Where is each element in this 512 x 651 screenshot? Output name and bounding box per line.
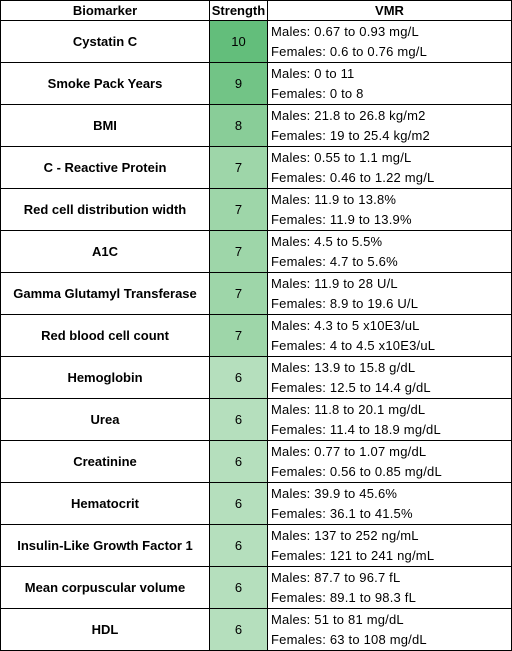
- strength-cell[interactable]: 6: [209, 566, 268, 609]
- vmr-females: Females: 0 to 8: [271, 85, 364, 101]
- strength-cell[interactable]: 7: [209, 314, 268, 357]
- vmr-males: Males: 4.5 to 5.5%: [271, 233, 383, 249]
- vmr-females: Females: 36.1 to 41.5%: [271, 505, 413, 521]
- biomarker-cell[interactable]: Urea: [0, 398, 210, 441]
- vmr-cell[interactable]: Males: 21.8 to 26.8 kg/m2 Females: 19 to …: [267, 104, 512, 147]
- biomarker-cell[interactable]: BMI: [0, 104, 210, 147]
- vmr-females: Females: 0.56 to 0.85 mg/dL: [271, 463, 442, 479]
- vmr-cell[interactable]: Males: 0.55 to 1.1 mg/L Females: 0.46 to …: [267, 146, 512, 189]
- table-row[interactable]: Hemoglobin 6 Males: 13.9 to 15.8 g/dL Fem…: [0, 356, 512, 399]
- vmr-males: Males: 0.67 to 0.93 mg/L: [271, 23, 419, 39]
- strength-cell[interactable]: 8: [209, 104, 268, 147]
- biomarker-cell[interactable]: A1C: [0, 230, 210, 273]
- vmr-cell[interactable]: Males: 11.9 to 13.8% Females: 11.9 to 13.…: [267, 188, 512, 231]
- table-row[interactable]: Creatinine 6 Males: 0.77 to 1.07 mg/dL Fe…: [0, 440, 512, 483]
- table-row[interactable]: Red blood cell count 7 Males: 4.3 to 5 x…: [0, 314, 512, 357]
- vmr-females: Females: 63 to 108 mg/dL: [271, 631, 427, 647]
- table-row[interactable]: Urea 6 Males: 11.8 to 20.1 mg/dL Females:…: [0, 398, 512, 441]
- table-body: Cystatin C 10 Males: 0.67 to 0.93 mg/L Fe…: [0, 20, 512, 651]
- vmr-males: Males: 0.77 to 1.07 mg/dL: [271, 443, 427, 459]
- strength-cell[interactable]: 6: [209, 440, 268, 483]
- vmr-males: Males: 4.3 to 5 x10E3/uL: [271, 317, 420, 333]
- vmr-cell[interactable]: Males: 13.9 to 15.8 g/dL Females: 12.5 to…: [267, 356, 512, 399]
- strength-cell[interactable]: 6: [209, 524, 268, 567]
- vmr-cell[interactable]: Males: 11.9 to 28 U/L Females: 8.9 to 19.…: [267, 272, 512, 315]
- vmr-females: Females: 89.1 to 98.3 fL: [271, 589, 416, 605]
- strength-cell[interactable]: 6: [209, 356, 268, 399]
- vmr-females: Females: 11.9 to 13.9%: [271, 211, 412, 227]
- strength-cell[interactable]: 7: [209, 272, 268, 315]
- table-row[interactable]: Cystatin C 10 Males: 0.67 to 0.93 mg/L Fe…: [0, 20, 512, 63]
- vmr-cell[interactable]: Males: 51 to 81 mg/dL Females: 63 to 108 …: [267, 608, 512, 651]
- biomarker-cell[interactable]: Red blood cell count: [0, 314, 210, 357]
- vmr-cell[interactable]: Males: 0.77 to 1.07 mg/dL Females: 0.56 t…: [267, 440, 512, 483]
- strength-cell[interactable]: 10: [209, 20, 268, 63]
- vmr-females: Females: 121 to 241 ng/mL: [271, 547, 435, 563]
- vmr-males: Males: 11.8 to 20.1 mg/dL: [271, 401, 426, 417]
- table-row[interactable]: Hematocrit 6 Males: 39.9 to 45.6% Females…: [0, 482, 512, 525]
- vmr-cell[interactable]: Males: 11.8 to 20.1 mg/dL Females: 11.4 t…: [267, 398, 512, 441]
- table-row[interactable]: Gamma Glutamyl Transferase 7 Males: 11.9…: [0, 272, 512, 315]
- vmr-females: Females: 8.9 to 19.6 U/L: [271, 295, 419, 311]
- table-row[interactable]: A1C 7 Males: 4.5 to 5.5% Females: 4.7 to …: [0, 230, 512, 273]
- strength-cell[interactable]: 9: [209, 62, 268, 105]
- header-row: Biomarker Strength VMR: [0, 0, 512, 21]
- vmr-cell[interactable]: Males: 137 to 252 ng/mL Females: 121 to 2…: [267, 524, 512, 567]
- vmr-females: Females: 12.5 to 14.4 g/dL: [271, 379, 431, 395]
- vmr-cell[interactable]: Males: 0.67 to 0.93 mg/L Females: 0.6 to …: [267, 20, 512, 63]
- biomarker-cell[interactable]: Mean corpuscular volume: [0, 566, 210, 609]
- vmr-cell[interactable]: Males: 39.9 to 45.6% Females: 36.1 to 41.…: [267, 482, 512, 525]
- biomarker-cell[interactable]: Smoke Pack Years: [0, 62, 210, 105]
- strength-cell[interactable]: 7: [209, 188, 268, 231]
- vmr-females: Females: 0.46 to 1.22 mg/L: [271, 169, 435, 185]
- vmr-males: Males: 11.9 to 28 U/L: [271, 275, 398, 291]
- vmr-males: Males: 0.55 to 1.1 mg/L: [271, 149, 412, 165]
- biomarker-cell[interactable]: Gamma Glutamyl Transferase: [0, 272, 210, 315]
- vmr-cell[interactable]: Males: 4.5 to 5.5% Females: 4.7 to 5.6%: [267, 230, 512, 273]
- vmr-females: Females: 11.4 to 18.9 mg/dL: [271, 421, 441, 437]
- biomarker-cell[interactable]: Hemoglobin: [0, 356, 210, 399]
- strength-cell[interactable]: 7: [209, 146, 268, 189]
- vmr-females: Females: 4 to 4.5 x10E3/uL: [271, 337, 436, 353]
- biomarker-cell[interactable]: Cystatin C: [0, 20, 210, 63]
- vmr-males: Males: 13.9 to 15.8 g/dL: [271, 359, 416, 375]
- biomarker-cell[interactable]: Creatinine: [0, 440, 210, 483]
- vmr-males: Males: 0 to 11: [271, 65, 355, 81]
- vmr-cell[interactable]: Males: 0 to 11 Females: 0 to 8: [267, 62, 512, 105]
- table-row[interactable]: Smoke Pack Years 9 Males: 0 to 11 Females…: [0, 62, 512, 105]
- biomarker-cell[interactable]: Red cell distribution width: [0, 188, 210, 231]
- vmr-cell[interactable]: Males: 87.7 to 96.7 fL Females: 89.1 to 9…: [267, 566, 512, 609]
- table-row[interactable]: BMI 8 Males: 21.8 to 26.8 kg/m2 Females: …: [0, 104, 512, 147]
- vmr-males: Males: 21.8 to 26.8 kg/m2: [271, 107, 426, 123]
- vmr-cell[interactable]: Males: 4.3 to 5 x10E3/uL Females: 4 to 4.…: [267, 314, 512, 357]
- table-row[interactable]: C - Reactive Protein 7 Males: 0.55 to 1.…: [0, 146, 512, 189]
- vmr-males: Males: 51 to 81 mg/dL: [271, 611, 404, 627]
- vmr-females: Females: 0.6 to 0.76 mg/L: [271, 43, 428, 59]
- vmr-females: Females: 4.7 to 5.6%: [271, 253, 398, 269]
- vmr-males: Males: 87.7 to 96.7 fL: [271, 569, 401, 585]
- header-vmr[interactable]: VMR: [267, 0, 512, 21]
- header-strength[interactable]: Strength: [209, 0, 268, 21]
- vmr-females: Females: 19 to 25.4 kg/m2: [271, 127, 430, 143]
- biomarker-cell[interactable]: Insulin-Like Growth Factor 1: [0, 524, 210, 567]
- strength-cell[interactable]: 6: [209, 608, 268, 651]
- table-row[interactable]: Insulin-Like Growth Factor 1 6 Males: 13…: [0, 524, 512, 567]
- vmr-males: Males: 137 to 252 ng/mL: [271, 527, 419, 543]
- table-row[interactable]: Red cell distribution width 7 Males: 11.…: [0, 188, 512, 231]
- table-row[interactable]: HDL 6 Males: 51 to 81 mg/dL Females: 63 t…: [0, 608, 512, 651]
- strength-cell[interactable]: 6: [209, 398, 268, 441]
- strength-cell[interactable]: 7: [209, 230, 268, 273]
- header-biomarker[interactable]: Biomarker: [0, 0, 210, 21]
- vmr-males: Males: 39.9 to 45.6%: [271, 485, 398, 501]
- biomarker-cell[interactable]: HDL: [0, 608, 210, 651]
- biomarker-cell[interactable]: C - Reactive Protein: [0, 146, 210, 189]
- table-row[interactable]: Mean corpuscular volume 6 Males: 87.7 to…: [0, 566, 512, 609]
- biomarker-cell[interactable]: Hematocrit: [0, 482, 210, 525]
- vmr-males: Males: 11.9 to 13.8%: [271, 191, 397, 207]
- strength-cell[interactable]: 6: [209, 482, 268, 525]
